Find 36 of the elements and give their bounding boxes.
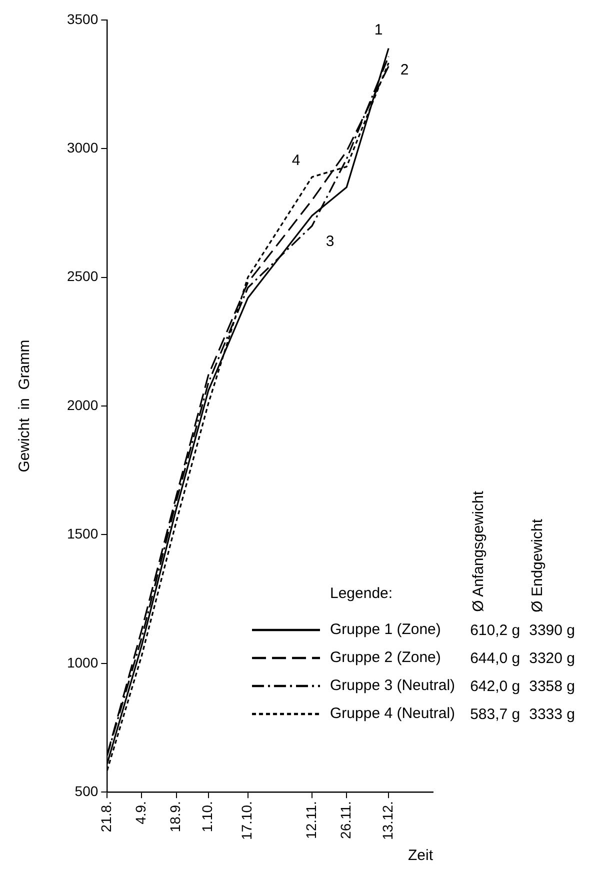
text: 3320 g <box>528 648 576 668</box>
text: 3390 g <box>528 620 576 640</box>
annotation: 1 <box>374 21 383 38</box>
legend-label: Gruppe 4 (Neutral) <box>329 704 456 724</box>
text: Ø Endgewicht <box>529 518 546 612</box>
text: Ø Anfangsgewicht <box>470 491 488 612</box>
x-tick-label: 4.9. <box>132 801 149 824</box>
x-tick-label: 13.12. <box>379 801 396 840</box>
annotation: 3 <box>326 233 334 250</box>
legend-label: Gruppe 2 (Zone) <box>329 648 442 668</box>
text: 644,0 g <box>469 648 522 668</box>
text: 3358 g <box>528 676 576 696</box>
y-tick-label: 3000 <box>66 140 98 156</box>
annotation: 4 <box>292 152 300 170</box>
text: 610,2 g <box>469 620 522 640</box>
y-tick-label: 3500 <box>66 10 98 27</box>
y-tick-label: 500 <box>74 782 98 799</box>
x-tick-label: 21.8. <box>98 801 114 832</box>
y-tick-label: 1000 <box>66 654 98 670</box>
x-tick-label: 12.11. <box>302 801 319 839</box>
legend-title: Legende: <box>329 584 394 604</box>
text: 3333 g <box>528 704 576 724</box>
legend-label: Gruppe 3 (Neutral) <box>329 676 456 696</box>
x-tick-label: 18.9. <box>167 801 184 832</box>
x-tick-label: 1.10. <box>199 801 216 832</box>
x-tick-label: 17.10. <box>238 801 255 840</box>
annotation: 2 <box>400 61 409 78</box>
y-axis-title: Gewicht in Gramm <box>16 340 34 472</box>
y-tick-label: 1500 <box>66 526 98 542</box>
text: 642,0 g <box>469 676 522 696</box>
y-tick-label: 2000 <box>66 396 98 413</box>
y-tick-label: 2500 <box>66 268 98 284</box>
legend-label: Gruppe 1 (Zone) <box>329 620 442 640</box>
text: 583,7 g <box>469 704 522 724</box>
x-axis-title: Zeit <box>408 847 434 864</box>
x-tick-label: 26.11. <box>337 801 354 839</box>
